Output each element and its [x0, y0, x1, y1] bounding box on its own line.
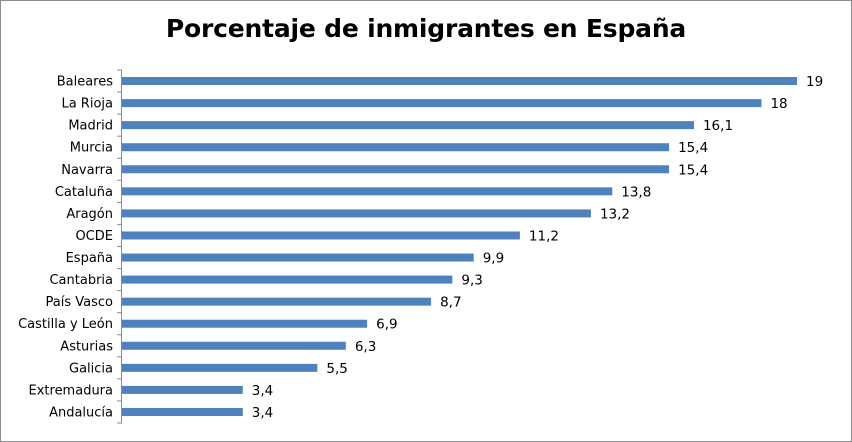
bar	[122, 99, 762, 108]
category-label: Cataluña	[55, 185, 113, 200]
value-label: 3,4	[252, 383, 273, 399]
category-label: Castilla y León	[18, 317, 113, 332]
bar	[122, 209, 591, 218]
bar	[122, 231, 520, 240]
bar	[122, 363, 318, 372]
bar	[122, 341, 346, 350]
chart-title: Porcentaje de inmigrantes en España	[165, 14, 687, 43]
value-label: 3,4	[252, 405, 273, 421]
category-label: Galicia	[69, 361, 113, 376]
bar	[122, 165, 670, 174]
bar	[122, 77, 797, 86]
value-label: 11,2	[529, 228, 559, 244]
value-label: 9,3	[461, 273, 482, 289]
value-label: 13,2	[600, 206, 630, 222]
value-label: 15,4	[678, 140, 708, 156]
bar	[122, 297, 432, 306]
value-label: 5,5	[326, 361, 347, 377]
category-label: Madrid	[68, 119, 113, 134]
category-label: Baleares	[57, 75, 114, 90]
bar	[122, 407, 243, 416]
value-label: 19	[806, 74, 823, 90]
bar	[122, 121, 694, 130]
category-label: País Vasco	[46, 295, 114, 310]
bar	[122, 275, 453, 284]
category-label: Navarra	[61, 163, 113, 178]
category-label: Asturias	[60, 339, 113, 354]
value-label: 8,7	[440, 295, 461, 311]
value-label: 6,3	[355, 339, 376, 355]
category-label: España	[66, 251, 113, 266]
bar	[122, 319, 368, 328]
category-label: Extremadura	[29, 383, 114, 398]
bar	[122, 253, 474, 262]
value-label: 9,9	[483, 251, 504, 267]
value-label: 13,8	[621, 184, 651, 200]
value-label: 6,9	[376, 317, 397, 333]
bar	[122, 385, 243, 394]
category-label: Andalucía	[49, 405, 113, 420]
bar	[122, 143, 670, 152]
category-label: Murcia	[70, 141, 113, 156]
category-label: La Rioja	[61, 97, 113, 112]
category-label: OCDE	[75, 229, 113, 244]
value-label: 16,1	[703, 118, 733, 134]
category-label: Cantabria	[49, 273, 113, 288]
bar	[122, 187, 613, 196]
category-label: Aragón	[66, 207, 113, 222]
value-label: 18	[770, 96, 787, 112]
value-label: 15,4	[678, 162, 708, 178]
